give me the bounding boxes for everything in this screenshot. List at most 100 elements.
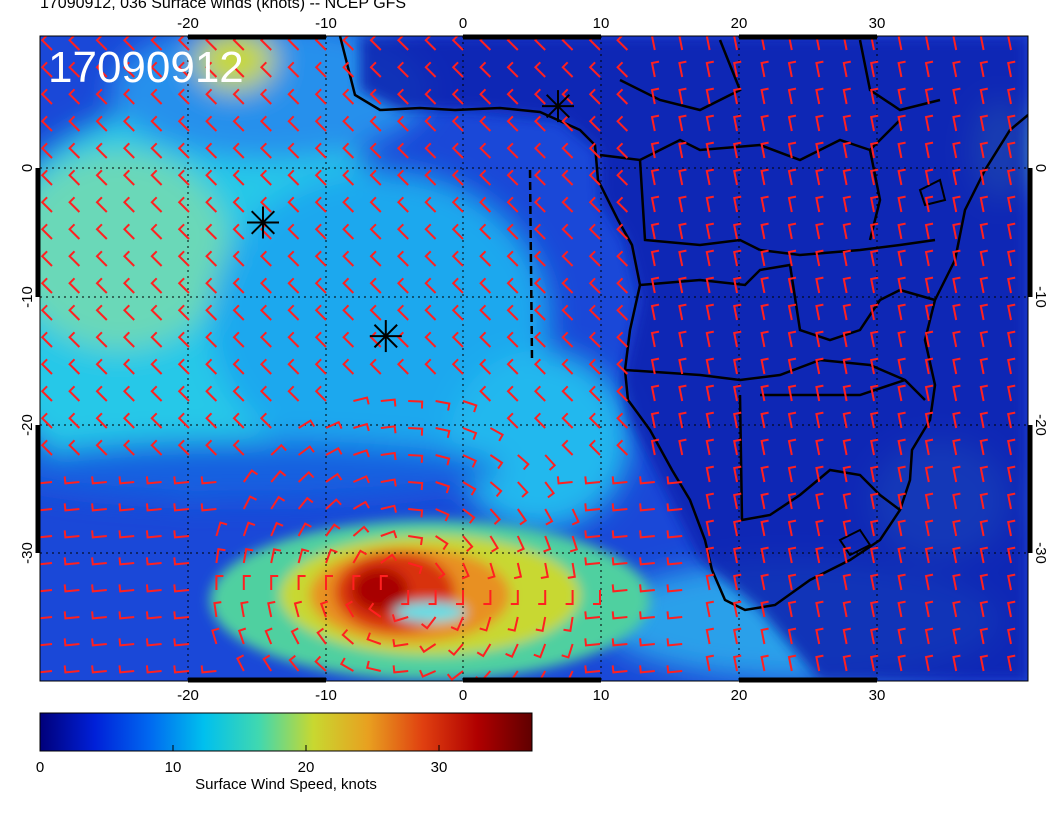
wind-barb — [952, 168, 961, 186]
wind-barb — [787, 519, 797, 537]
wind-barb — [561, 358, 574, 375]
wind-barb — [118, 665, 135, 674]
wind-barb — [733, 492, 742, 510]
wind-barb — [352, 500, 370, 510]
wind-barb — [870, 600, 879, 618]
coastlines — [338, 36, 1028, 612]
wind-barb — [232, 439, 245, 456]
wind-barb — [588, 412, 601, 429]
wind-barb — [242, 575, 251, 590]
wind-barb — [787, 249, 797, 267]
wind-barb — [952, 438, 961, 456]
wind-barb — [369, 304, 382, 321]
wind-barb — [787, 222, 797, 240]
wind-barb — [815, 249, 824, 267]
wind-barb — [897, 114, 906, 132]
wind-barb — [40, 142, 53, 159]
wind-barb — [118, 503, 135, 512]
wind-barb — [1007, 465, 1016, 483]
wind-barb — [533, 412, 546, 429]
wind-barb — [616, 439, 629, 456]
wind-barb — [314, 331, 327, 348]
wind-barb — [979, 195, 988, 213]
wind-barb — [1007, 222, 1016, 240]
wind-barb — [952, 546, 961, 564]
wind-barb — [952, 303, 961, 321]
wind-barb — [1007, 330, 1016, 348]
wind-barb — [815, 276, 824, 294]
colorbar-label: Surface Wind Speed, knots — [195, 776, 377, 793]
wind-barb — [325, 446, 343, 456]
wind-barb — [287, 196, 300, 213]
wind-barb — [842, 114, 851, 132]
wind-barb — [270, 495, 286, 510]
wind-barb — [150, 115, 163, 132]
lat-tick-label: -10 — [19, 286, 36, 308]
wind-barb — [150, 36, 163, 51]
wind-barb — [232, 412, 245, 429]
wind-barb — [1007, 384, 1016, 402]
wind-barb — [451, 331, 464, 348]
wind-barb — [787, 330, 797, 348]
wind-barb — [177, 331, 190, 348]
wind-barb — [616, 115, 629, 132]
wind-barb — [489, 427, 504, 442]
wind-barb — [1007, 303, 1016, 321]
wind-barb — [952, 600, 961, 618]
wind-barb — [177, 304, 190, 321]
wind-barb — [533, 304, 546, 321]
wind-barb — [40, 670, 53, 674]
wind-barb — [380, 478, 397, 487]
wind-barb — [145, 557, 162, 566]
wind-barb — [650, 87, 660, 105]
wind-barb — [842, 36, 849, 51]
wind-barb — [287, 88, 300, 105]
wind-barb — [733, 114, 742, 132]
wind-barb — [391, 614, 409, 623]
wind-barb — [145, 665, 162, 674]
lat-tick-label: -20 — [1032, 414, 1049, 436]
wind-barb — [353, 396, 370, 405]
lon-tick-label: -20 — [177, 687, 199, 704]
wind-barb — [924, 303, 934, 321]
wind-barb — [150, 358, 163, 375]
wind-barb — [678, 249, 687, 267]
wind-barb — [705, 141, 714, 159]
wind-barb — [352, 549, 367, 564]
wind-barb — [451, 142, 464, 159]
wind-barb — [237, 627, 247, 645]
wind-barb — [462, 535, 474, 552]
wind-barb — [705, 357, 714, 375]
wind-barb — [205, 304, 218, 321]
wind-barb — [297, 548, 310, 564]
wind-barb — [870, 573, 879, 591]
wind-barb — [650, 438, 660, 456]
wind-barb — [952, 627, 961, 645]
wind-barb — [842, 438, 851, 456]
wind-barb — [870, 303, 879, 321]
wind-barb — [650, 384, 660, 402]
wind-barb — [952, 492, 961, 510]
wind-barb — [870, 276, 879, 294]
wind-barb — [979, 384, 988, 402]
wind-barb — [733, 222, 742, 240]
wind-barb — [561, 304, 574, 321]
wind-barb — [290, 627, 300, 645]
wind-barb — [479, 616, 492, 632]
wind-barb — [479, 88, 492, 105]
wind-barb — [314, 196, 327, 213]
wind-barb — [815, 357, 824, 375]
wind-barb — [842, 276, 851, 294]
wind-barb — [451, 115, 464, 132]
wind-barb — [262, 654, 273, 672]
wind-barb — [533, 88, 546, 105]
wind-barb — [815, 573, 824, 591]
wind-barb — [787, 60, 797, 78]
wind-barb — [506, 277, 519, 294]
wind-barb — [95, 223, 108, 240]
wind-barb — [342, 169, 355, 186]
wind-barb — [842, 87, 851, 105]
wind-barb — [177, 115, 190, 132]
wind-barb — [760, 465, 769, 483]
wind-barb — [507, 616, 519, 632]
